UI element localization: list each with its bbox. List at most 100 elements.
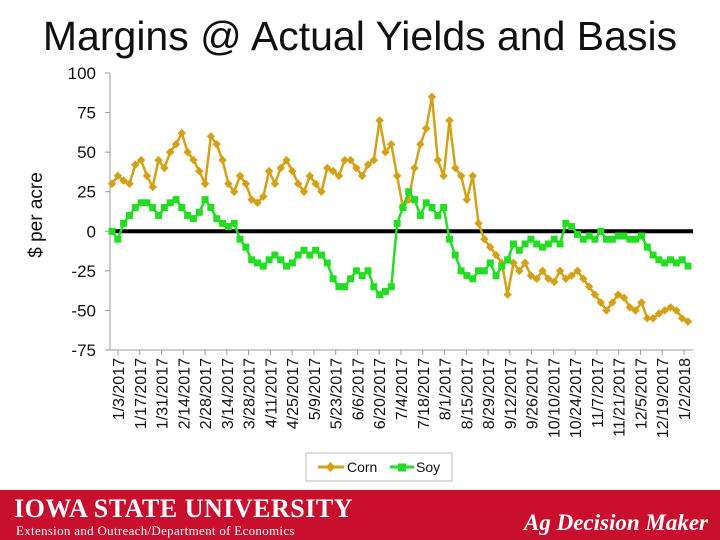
corn-point [590, 290, 600, 299]
soy-point [649, 251, 657, 259]
corn-point [142, 171, 152, 181]
corn-point [596, 298, 605, 307]
soy-point [585, 232, 593, 240]
soy-point [300, 246, 308, 254]
x-tick-label: 7/18/2017 [416, 358, 433, 429]
soy-point [539, 243, 547, 251]
soy-point [213, 215, 221, 223]
x-tick-label: 8/1/2017 [438, 358, 455, 420]
y-tick-label: 0 [87, 222, 96, 241]
soy-point [230, 219, 238, 227]
soy-point [376, 291, 384, 299]
corn-point [148, 182, 157, 192]
soy-point [335, 283, 343, 291]
soy-point [178, 204, 186, 212]
corn-point [427, 92, 437, 101]
soy-point [608, 235, 616, 243]
soy-point [533, 240, 541, 248]
soy-point [312, 246, 320, 254]
y-tick-label: 50 [77, 143, 96, 162]
x-tick-label: 11/7/2017 [590, 358, 607, 428]
corn-point [119, 176, 128, 185]
soy-point [620, 232, 628, 240]
corn-point [334, 171, 344, 181]
corn-point [381, 147, 390, 157]
soy-point [498, 262, 506, 270]
soy-point [283, 262, 291, 270]
soy-point [172, 196, 180, 204]
x-tick-label: 6/20/2017 [372, 358, 389, 429]
corn-point [474, 219, 483, 228]
y-tick-label: -75 [71, 341, 96, 360]
isu-logo: IOWA STATE UNIVERSITY [14, 494, 353, 523]
soy-point [387, 283, 395, 291]
corn-point [561, 274, 571, 284]
soy-point [184, 211, 192, 219]
corn-point [579, 274, 588, 284]
soy-point [317, 251, 325, 259]
soy-point [428, 204, 436, 212]
corn-point [212, 139, 221, 149]
soy-point [521, 240, 529, 248]
corn-point [323, 163, 332, 173]
corn-point [264, 166, 274, 176]
soy-point [661, 259, 669, 267]
corn-point [340, 155, 349, 165]
corn-point [177, 128, 187, 138]
corn-point [666, 303, 675, 312]
corn-point [357, 171, 367, 181]
corn-point [439, 171, 448, 181]
y-tick-label: -25 [71, 262, 96, 281]
x-tick-label: 1/2/2018 [677, 358, 694, 420]
corn-point [282, 155, 291, 165]
legend-corn-label: Corn [347, 459, 377, 475]
corn-point [637, 298, 646, 307]
x-tick-label: 3/28/2017 [242, 358, 259, 429]
soy-point [411, 196, 419, 204]
soy-point [643, 243, 651, 251]
legend: Corn Soy [305, 452, 453, 482]
corn-point [375, 116, 384, 125]
corn-point [485, 242, 495, 252]
soy-point [347, 275, 355, 283]
x-tick-label: 12/5/2017 [633, 358, 650, 429]
soy-point [114, 235, 122, 243]
soy-point [149, 204, 157, 212]
soy-point [655, 256, 663, 264]
soy-point [143, 199, 151, 207]
soy-point [515, 246, 523, 254]
x-tick-label: 4/25/2017 [285, 358, 302, 429]
soy-point [399, 204, 407, 212]
y-tick-label: 75 [77, 104, 96, 123]
series-line-corn [110, 96, 689, 323]
soy-point [341, 283, 349, 291]
soy-point [155, 211, 163, 219]
soy-point [271, 251, 279, 259]
corn-point [410, 163, 419, 173]
soy-point [294, 251, 302, 259]
soy-point [277, 256, 285, 264]
corn-point [293, 179, 303, 189]
y-tick-label: 100 [68, 64, 96, 83]
soy-point [556, 240, 564, 248]
soy-point [678, 256, 686, 264]
corn-point [392, 171, 402, 181]
y-tick-label: -50 [71, 301, 96, 320]
corn-point [451, 163, 460, 173]
corn-point [613, 290, 623, 299]
x-tick-label: 10/10/2017 [546, 358, 563, 438]
y-tick-label: 25 [77, 183, 96, 202]
soy-point [248, 256, 256, 264]
footer-banner: IOWA STATE UNIVERSITY Extension and Outr… [0, 490, 720, 540]
corn-point [183, 147, 192, 157]
corn-point [241, 179, 251, 189]
soy-point [434, 211, 442, 219]
corn-point [468, 171, 477, 181]
x-tick-label: 10/24/2017 [568, 358, 585, 438]
corn-point [218, 155, 227, 165]
corn-point [654, 309, 664, 318]
soy-point [637, 232, 645, 240]
soy-point [544, 240, 552, 248]
x-tick-label: 9/26/2017 [525, 358, 542, 429]
soy-point [684, 262, 692, 270]
